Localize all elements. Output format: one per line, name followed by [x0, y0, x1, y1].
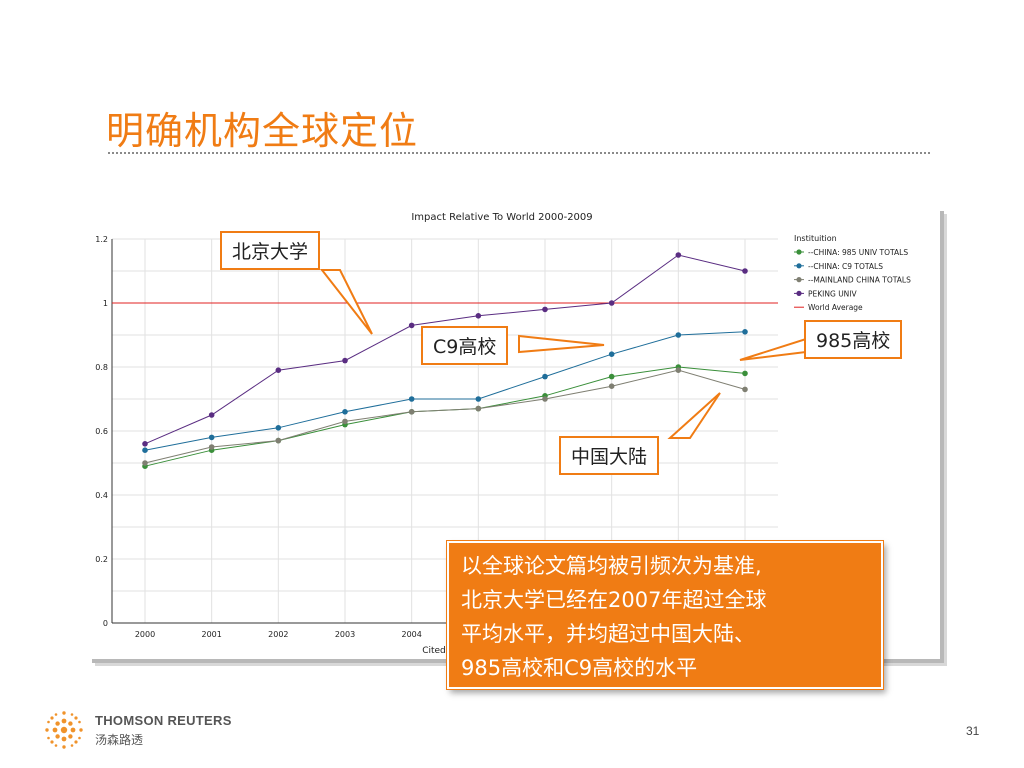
note-line: 985高校和C9高校的水平 [461, 656, 698, 680]
summary-note: 以全球论文篇均被引频次为基准, 北京大学已经在2007年超过全球 平均水平，并均… [447, 541, 883, 689]
data-point [475, 396, 482, 402]
chart-series [142, 252, 748, 470]
series-line [144, 369, 746, 464]
data-point [342, 357, 348, 364]
callout-mainland: 中国大陆 [559, 436, 660, 475]
x-tick-label: 2004 [401, 630, 421, 639]
data-point [142, 441, 148, 447]
legend-swatch-marker [796, 249, 802, 255]
brand-name-cn: 汤森路透 [95, 733, 144, 747]
data-point [408, 409, 415, 415]
data-point [608, 383, 615, 389]
chart-title: Impact Relative To World 2000-2009 [411, 212, 592, 223]
data-point [742, 386, 748, 393]
legend-swatch-marker [796, 290, 802, 296]
data-point [208, 444, 215, 450]
data-point [742, 329, 748, 335]
x-tick-label: 2001 [201, 630, 221, 639]
y-tick-label: 0 [103, 619, 108, 628]
page-number: 31 [966, 724, 980, 738]
x-tick-label: 2003 [335, 630, 355, 639]
legend-entry: --CHINA: C9 TOTALS [808, 262, 883, 271]
title-divider [108, 152, 930, 154]
y-tick-label: 0.8 [95, 363, 108, 372]
data-point [208, 412, 215, 418]
legend-entry: --MAINLAND CHINA TOTALS [808, 276, 911, 285]
brand-name: THOMSON REUTERS [95, 713, 232, 728]
data-point [608, 373, 615, 380]
legend-swatch-marker [796, 277, 802, 283]
slide-title: 明确机构全球定位 [106, 109, 419, 153]
data-point [542, 373, 548, 380]
data-point [275, 425, 282, 431]
data-point [608, 351, 615, 357]
series-line [144, 254, 746, 445]
note-line: 北京大学已经在2007年超过全球 [461, 588, 767, 612]
data-point [342, 409, 348, 415]
x-tick-label: 2002 [268, 630, 288, 639]
data-point [542, 306, 548, 313]
data-point [142, 447, 148, 453]
data-point [208, 434, 215, 441]
legend-entry: World Average [808, 303, 863, 312]
y-tick-label: 1 [103, 299, 108, 308]
data-point [142, 460, 148, 466]
data-point [342, 418, 348, 425]
y-tick-label: 0.2 [95, 555, 108, 564]
chart-legend: Instituition --CHINA: 985 UNIV TOTALS --CH… [794, 234, 911, 312]
legend-swatch-marker [796, 263, 802, 269]
y-tick-label: 0.6 [95, 427, 108, 436]
note-line: 以全球论文篇均被引频次为基准, [461, 554, 762, 578]
callout-985: 985高校 [804, 320, 903, 359]
data-point [742, 370, 748, 377]
x-tick-label: 2000 [135, 630, 155, 639]
callout-pku: 北京大学 [220, 231, 321, 270]
thomson-reuters-logo-icon [45, 711, 83, 749]
note-line: 平均水平，并均超过中国大陆、 [461, 622, 755, 646]
series-line [144, 331, 746, 451]
data-point [542, 396, 548, 402]
data-point [675, 252, 682, 258]
data-point [408, 322, 415, 329]
legend-title: Instituition [794, 234, 837, 243]
data-point [275, 437, 282, 444]
data-point [475, 313, 482, 319]
callout-c9: C9高校 [421, 326, 509, 365]
data-point [608, 300, 615, 306]
data-point [675, 332, 682, 338]
data-point [275, 367, 282, 373]
data-point [675, 367, 682, 373]
y-tick-label: 1.2 [95, 235, 108, 244]
x-axis-label: Cited [422, 646, 446, 656]
legend-entry: --CHINA: 985 UNIV TOTALS [808, 248, 908, 257]
y-tick-label: 0.4 [95, 491, 108, 500]
data-point [742, 268, 748, 274]
legend-entry: PEKING UNIV [808, 289, 858, 298]
data-point [475, 405, 482, 412]
data-point [408, 396, 415, 402]
